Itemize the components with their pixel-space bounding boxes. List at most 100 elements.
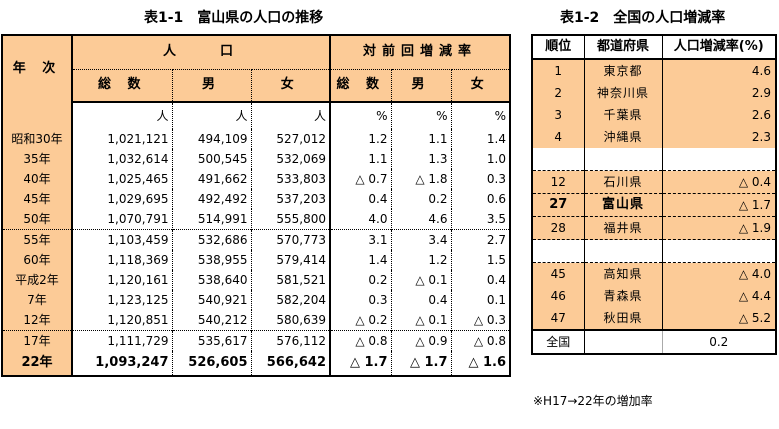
year-cell: 7年 — [2, 290, 73, 310]
col-header-female: 女 — [250, 68, 331, 103]
rate-total-cell: △ 1.7 — [329, 351, 392, 376]
male-cell: 535,617 — [171, 330, 251, 351]
unit-row: 人 人 人 % % % — [2, 102, 511, 129]
table-row: 2 神奈川県 2.9 — [532, 82, 776, 104]
rate-male-cell: △ 0.1 — [390, 310, 452, 331]
rate-cell: △ 4.4 — [662, 285, 776, 307]
rate-female-cell: 1.0 — [450, 149, 511, 169]
rank-cell: 27 — [532, 193, 585, 217]
male-cell: 532,686 — [171, 229, 251, 250]
gap-row — [532, 239, 776, 263]
year-cell: 35年 — [2, 149, 73, 169]
table-row: 35年 1,032,614 500,545 532,069 1.1 1.3 1.… — [2, 149, 511, 169]
table-row: 12年 1,120,851 540,212 580,639 △ 0.2 △ 0.… — [2, 310, 511, 331]
rate-male-cell: 1.3 — [390, 149, 452, 169]
table-row: 45 高知県 △ 4.0 — [532, 262, 776, 285]
table-row: 28 福井県 △ 1.9 — [532, 216, 776, 240]
rate-female-cell: 2.7 — [450, 229, 511, 250]
rank-header: 順位 — [532, 35, 585, 60]
table-row: 47 秋田県 △ 5.2 — [532, 307, 776, 330]
table-row-toyama: 27 富山県 △ 1.7 — [532, 193, 776, 217]
table2-title: 表1-2 全国の人口増減率 — [560, 10, 726, 26]
rate-cell: △ 1.7 — [662, 193, 776, 217]
total-cell: 1,070,791 — [107, 212, 169, 226]
col-header-male: 男 — [171, 68, 251, 103]
prefecture-cell: 沖縄県 — [584, 126, 663, 148]
table-row: 12 石川県 △ 0.4 — [532, 170, 776, 194]
col-header-total: 総 数 — [72, 68, 172, 103]
prefecture-cell: 秋田県 — [584, 307, 663, 330]
gap-row — [532, 148, 776, 171]
national-change-rate-table: 順位 都道府県 人口増減率(%) 1 東京都 4.6 2 神奈川県 2.9 3 … — [531, 34, 777, 355]
female-cell: 537,203 — [250, 189, 331, 209]
female-cell: 533,803 — [250, 169, 331, 189]
table-row: 50年 1,070,791 514,991 555,800 4.0 4.6 3.… — [2, 209, 511, 230]
prefecture-cell: 福井県 — [584, 216, 663, 240]
rate-female-cell: 1.5 — [450, 250, 511, 270]
table-row: 3 千葉県 2.6 — [532, 104, 776, 126]
total-cell: 1,123,125 — [107, 293, 169, 307]
national-total-row: 全国 0.2 — [532, 329, 776, 354]
toyama-population-table: 年 次 人 口 対前回増減率 総 数 男 女 総 数 男 女 人 人 人 % %… — [1, 34, 512, 377]
female-cell: 582,204 — [250, 290, 331, 310]
rank-cell: 4 — [532, 126, 585, 148]
male-cell: 491,662 — [171, 169, 251, 189]
table-row: 40年 1,025,465 491,662 533,803 △ 0.7 △ 1.… — [2, 169, 511, 189]
male-cell: 538,640 — [171, 270, 251, 290]
year-cell: 45年 — [2, 189, 73, 209]
rate-male-cell: 1.1 — [390, 129, 452, 149]
male-cell: 500,545 — [171, 149, 251, 169]
table-row: 45年 1,029,695 492,492 537,203 0.4 0.2 0.… — [2, 189, 511, 209]
table-row-latest: 22年 1,093,247 526,605 566,642 △ 1.7 △ 1.… — [2, 351, 511, 376]
rate-male-cell: △ 0.9 — [390, 330, 452, 351]
rate-header: 人口増減率(%) — [662, 35, 776, 60]
rate-total-cell: 0.2 — [329, 270, 392, 290]
rate-cell: 2.9 — [662, 82, 776, 104]
year-cell: 22年 — [2, 351, 73, 376]
rate-male-cell: △ 1.7 — [390, 351, 452, 376]
rate-cell — [662, 239, 776, 263]
rate-male-cell: 0.2 — [390, 189, 452, 209]
rate-male-cell: 4.6 — [390, 209, 452, 230]
year-cell: 昭和30年 — [2, 129, 73, 149]
year-cell — [2, 102, 73, 129]
total-cell: 1,118,369 — [107, 253, 169, 267]
change-rate-header: 対前回増減率 — [329, 35, 511, 69]
total-cell: 1,021,121 — [107, 132, 169, 146]
prefecture-cell: 青森県 — [584, 285, 663, 307]
female-cell: 570,773 — [250, 229, 331, 250]
male-cell: 494,109 — [171, 129, 251, 149]
rate-cell: △ 0.4 — [662, 170, 776, 194]
male-cell: 540,212 — [171, 310, 251, 331]
national-rate: 0.2 — [662, 329, 776, 354]
prefecture-cell: 東京都 — [584, 59, 663, 82]
rate-male-cell: 1.2 — [390, 250, 452, 270]
table-row: 55年 1,103,459 532,686 570,773 3.1 3.4 2.… — [2, 229, 511, 250]
rate-total-cell: 1.1 — [329, 149, 392, 169]
total-cell: 1,120,851 — [107, 313, 169, 327]
rate-total-cell: △ 0.2 — [329, 310, 392, 331]
prefecture-cell — [584, 148, 663, 171]
table-row: 17年 1,111,729 535,617 576,112 △ 0.8 △ 0.… — [2, 330, 511, 351]
rate-male-cell: 0.4 — [390, 290, 452, 310]
prefecture-cell: 富山県 — [584, 193, 663, 217]
rate-cell — [662, 148, 776, 171]
rank-cell: 45 — [532, 262, 585, 285]
year-cell: 60年 — [2, 250, 73, 270]
rate-total-cell: △ 0.8 — [329, 330, 392, 351]
rate-cell: 2.3 — [662, 126, 776, 148]
total-cell: 1,120,161 — [107, 273, 169, 287]
col-header-rate-female: 女 — [450, 68, 511, 103]
year-cell: 12年 — [2, 310, 73, 331]
prefecture-header: 都道府県 — [584, 35, 663, 60]
female-cell: 527,012 — [250, 129, 331, 149]
table-row: 60年 1,118,369 538,955 579,414 1.4 1.2 1.… — [2, 250, 511, 270]
female-cell: 576,112 — [250, 330, 331, 351]
total-cell: 1,103,459 — [72, 229, 172, 250]
prefecture-cell: 石川県 — [584, 170, 663, 194]
rate-male-cell: △ 0.1 — [390, 270, 452, 290]
total-cell: 1,093,247 — [95, 355, 169, 370]
col-header-rate-male: 男 — [390, 68, 452, 103]
year-header: 年 次 — [2, 35, 73, 102]
rate-total-cell: △ 0.7 — [329, 169, 392, 189]
